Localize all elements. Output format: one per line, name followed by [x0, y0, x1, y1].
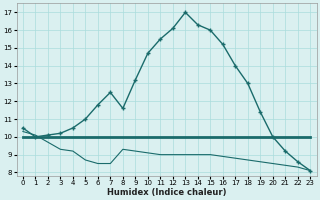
X-axis label: Humidex (Indice chaleur): Humidex (Indice chaleur)	[107, 188, 226, 197]
